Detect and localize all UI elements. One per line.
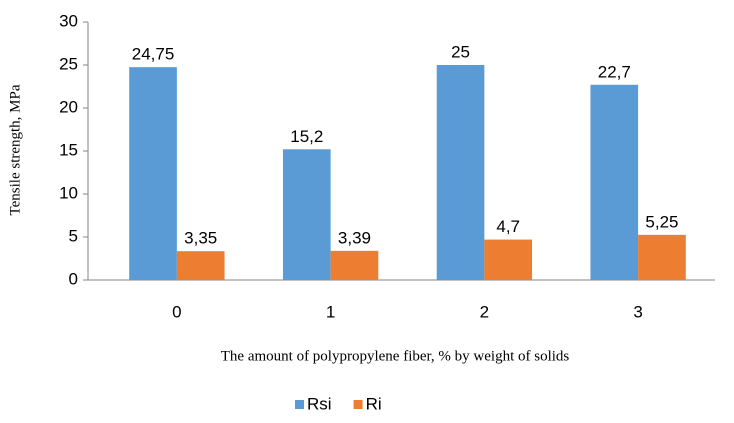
legend-label: Ri [366, 394, 382, 413]
bar [638, 234, 686, 280]
bar [484, 239, 533, 280]
bar [282, 149, 331, 280]
y-tick-label: 30 [59, 11, 78, 30]
bar [436, 65, 485, 280]
legend-swatch [353, 400, 363, 409]
value-label: 3,35 [184, 229, 217, 248]
y-axis-title: Tensile strength, MPa [7, 84, 23, 215]
y-tick-label: 15 [59, 140, 78, 159]
bar [330, 250, 379, 280]
value-label: 24,75 [132, 45, 175, 64]
x-tick-label: 3 [633, 302, 642, 321]
value-label: 4,7 [496, 217, 520, 236]
y-tick-label: 10 [59, 183, 78, 202]
x-tick-label: 2 [480, 302, 489, 321]
value-label: 5,25 [645, 212, 678, 231]
value-label: 25 [451, 42, 470, 61]
bar [590, 84, 639, 280]
x-axis-title: The amount of polypropylene fiber, % by … [221, 348, 570, 364]
bar [129, 67, 177, 281]
x-tick-label: 0 [172, 302, 181, 321]
legend-swatch [295, 400, 304, 409]
bar [176, 251, 225, 280]
value-label: 3,39 [338, 228, 371, 247]
y-tick-label: 5 [69, 226, 78, 245]
y-tick-label: 20 [59, 97, 78, 116]
x-tick-label: 1 [326, 302, 335, 321]
y-tick-label: 25 [59, 54, 78, 73]
value-label: 22,7 [598, 62, 631, 81]
y-tick-label: 0 [69, 269, 78, 288]
legend-label: Rsi [307, 394, 332, 413]
value-label: 15,2 [290, 127, 323, 146]
